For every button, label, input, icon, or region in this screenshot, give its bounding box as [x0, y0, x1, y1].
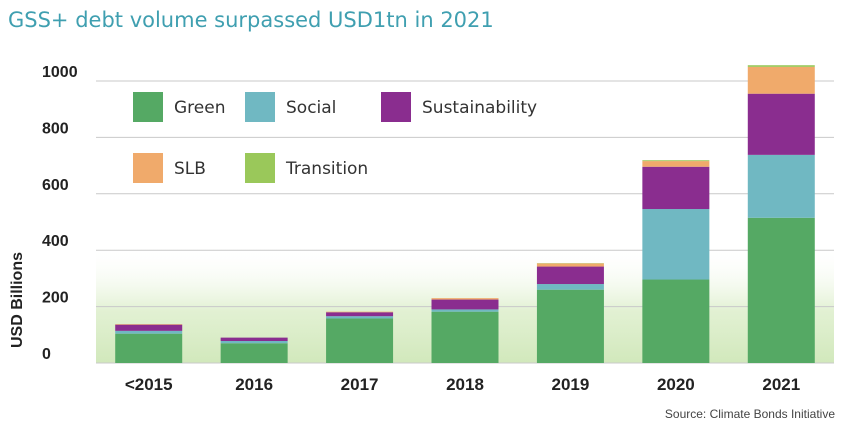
x-tick-label: 2019 [552, 375, 590, 394]
bar-segment [115, 333, 183, 363]
legend-swatch [245, 92, 275, 122]
legend-label: Sustainability [422, 98, 537, 118]
bar-segment [747, 217, 815, 363]
bar-segment [642, 209, 710, 280]
bar-segment [326, 318, 394, 363]
bar-segment [115, 330, 183, 334]
bar-segment [115, 324, 183, 325]
bar-segment [220, 341, 288, 344]
bar-segment [326, 312, 394, 317]
legend-swatch [245, 153, 275, 183]
x-tick-label: 2018 [446, 375, 484, 394]
bar-segment [431, 309, 499, 312]
legend-label: SLB [174, 159, 206, 179]
y-tick-label: 600 [42, 177, 69, 194]
x-tick-label: 2021 [762, 375, 800, 394]
y-tick-label: 1000 [42, 64, 78, 81]
bar-segment [642, 279, 710, 363]
bar-segment [536, 289, 604, 363]
chart-title: GSS+ debt volume surpassed USD1tn in 202… [8, 8, 494, 32]
bar-segment [431, 299, 499, 310]
x-tick-label: 2017 [341, 375, 379, 394]
x-tick-label: 2016 [235, 375, 273, 394]
bar-segment [536, 263, 604, 267]
bar-segment [747, 65, 815, 67]
legend-swatch [133, 92, 163, 122]
bars [115, 65, 815, 363]
bar-segment [747, 66, 815, 94]
bar-segment [431, 298, 499, 300]
y-axis-label: USD Billions [9, 252, 26, 348]
legend-label: Social [286, 98, 336, 118]
bar-segment [642, 161, 710, 167]
legend-swatch [381, 92, 411, 122]
x-axis-ticks: <2015 2016 2017 2018 2019 2020 2021 [125, 375, 800, 394]
bar-segment [747, 93, 815, 155]
y-tick-label: 200 [42, 290, 69, 307]
bar-segment [326, 311, 394, 313]
bar-segment [642, 166, 710, 210]
source-note: Source: Climate Bonds Initiative [665, 407, 835, 421]
bar-segment [642, 160, 710, 162]
y-tick-label: 400 [42, 233, 69, 250]
y-tick-label: 800 [42, 120, 69, 137]
bar-segment [326, 316, 394, 319]
y-axis-ticks: 1000 800 600 400 200 0 [42, 64, 78, 363]
legend-swatch [133, 153, 163, 183]
y-tick-label: 0 [42, 346, 51, 363]
bar-segment [220, 337, 288, 342]
bar-segment [536, 266, 604, 285]
bar-segment [536, 284, 604, 290]
legend-label: Green [174, 98, 225, 118]
legend: Green Social Sustainability SLB Transition [133, 92, 537, 183]
legend-label: Transition [285, 159, 368, 179]
bar-segment [220, 343, 288, 363]
x-tick-label: <2015 [125, 375, 173, 394]
bar-segment [115, 324, 183, 331]
bar-segment [431, 311, 499, 363]
bar-segment [747, 154, 815, 218]
x-tick-label: 2020 [657, 375, 695, 394]
